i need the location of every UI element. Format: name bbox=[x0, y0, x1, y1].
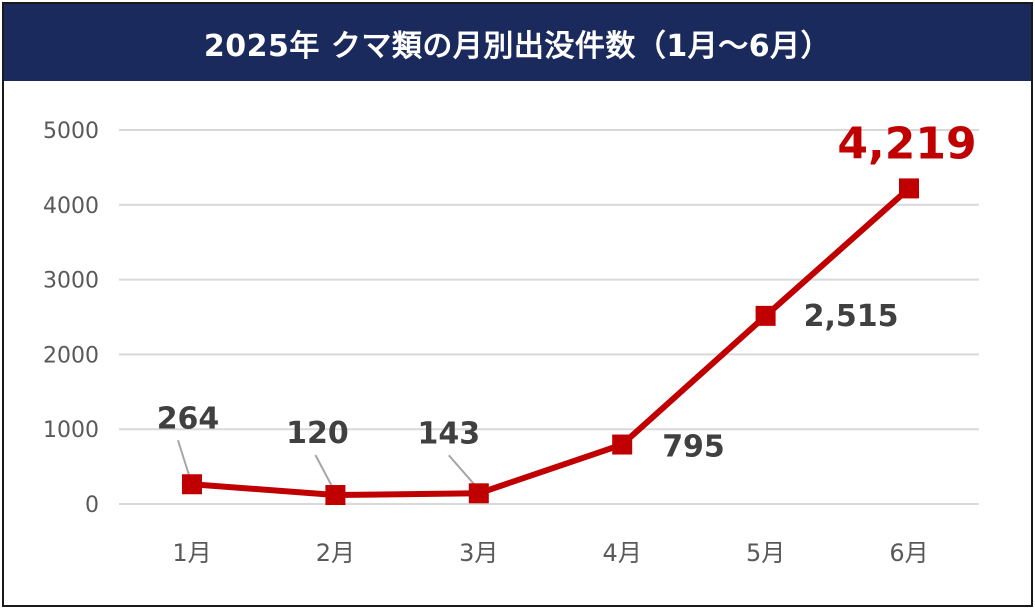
data-point-marker bbox=[468, 483, 489, 504]
data-label: 143 bbox=[417, 416, 480, 451]
data-label: 2,515 bbox=[804, 299, 899, 334]
y-tick-label: 1000 bbox=[43, 418, 99, 443]
series-line bbox=[191, 186, 911, 499]
chart-title: 2025年 クマ類の月別出没件数（1月～6月） bbox=[203, 28, 832, 64]
leader-line bbox=[448, 454, 478, 488]
leader-line bbox=[314, 454, 335, 490]
x-tick-label: 4月 bbox=[603, 539, 642, 567]
y-tick-label: 0 bbox=[85, 493, 99, 518]
data-point-marker bbox=[612, 434, 633, 455]
data-point-marker bbox=[182, 474, 202, 495]
gridlines bbox=[119, 129, 979, 505]
y-tick-label: 4000 bbox=[43, 194, 99, 219]
x-axis-ticks: 1月 2月 3月 4月 5月 6月 bbox=[172, 539, 928, 567]
data-label: 120 bbox=[286, 416, 349, 451]
data-point-marker bbox=[325, 485, 346, 506]
y-tick-label: 3000 bbox=[43, 269, 99, 294]
line-chart: 0 1000 2000 3000 4000 5000 1月 2月 3月 4月 5月 6月 264 12… bbox=[43, 118, 979, 567]
x-tick-label: 5月 bbox=[746, 539, 785, 567]
series-markers bbox=[182, 178, 919, 506]
y-tick-label: 5000 bbox=[43, 119, 99, 144]
y-axis-ticks: 0 1000 2000 3000 4000 5000 bbox=[43, 119, 99, 518]
data-label: 4,219 bbox=[837, 118, 976, 169]
x-tick-label: 6月 bbox=[889, 539, 928, 567]
data-labels: 264 120 143 795 2,515 4,219 bbox=[157, 118, 977, 464]
series-line bbox=[191, 186, 911, 499]
leader-line bbox=[177, 439, 191, 479]
title-bar: 2025年 クマ類の月別出没件数（1月～6月） bbox=[4, 4, 1031, 81]
y-tick-label: 2000 bbox=[43, 343, 99, 368]
x-tick-label: 2月 bbox=[316, 539, 355, 567]
data-label: 795 bbox=[662, 430, 725, 465]
data-point-marker bbox=[755, 305, 776, 326]
data-point-marker bbox=[899, 178, 919, 199]
x-tick-label: 3月 bbox=[459, 539, 498, 567]
data-label: 264 bbox=[157, 401, 220, 436]
x-tick-label: 1月 bbox=[172, 539, 211, 567]
label-leader-lines bbox=[177, 439, 478, 490]
